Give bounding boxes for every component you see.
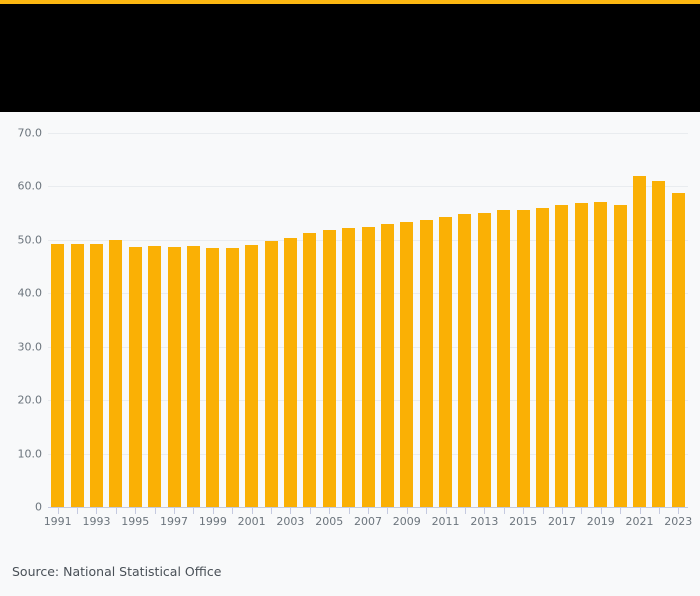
x-axis-tick [387,507,388,514]
x-axis-tick [96,507,97,514]
x-axis-tick-label: 2019 [586,515,615,528]
x-axis-tick-label: 2023 [664,515,693,528]
x-axis-tick [58,507,59,514]
x-axis-tick-label: 2001 [237,515,266,528]
bar[interactable] [186,245,200,507]
bar[interactable] [128,246,142,507]
source-note: Source: National Statistical Office [12,564,222,579]
x-axis-tick-label: 1995 [121,515,150,528]
x-axis-tick [620,507,621,514]
bar[interactable] [322,229,336,507]
bar[interactable] [167,247,181,507]
x-axis-tick-label: 2009 [392,515,421,528]
bar[interactable] [89,243,103,507]
x-axis-tick [640,507,641,514]
y-axis-tick-label: 40.0 [17,286,43,300]
plot-area [48,133,688,508]
x-axis-tick [562,507,563,514]
x-axis-tick-label: 2007 [354,515,382,528]
x-axis-tick-label: 1999 [198,515,227,528]
x-axis-tick [349,507,350,514]
x-axis-tick [252,507,253,514]
bar[interactable] [283,237,297,507]
x-axis-tick [174,507,175,514]
gridline [48,133,688,134]
x-axis-tick [659,507,660,514]
x-axis-tick [329,507,330,514]
x-axis-tick [504,507,505,514]
x-axis-tick-label: 2005 [315,515,344,528]
bar[interactable] [652,181,666,507]
x-axis-tick [543,507,544,514]
bar[interactable] [613,205,627,507]
y-axis-tick-label: 50.0 [17,233,43,247]
x-axis-tick [290,507,291,514]
bar[interactable] [264,240,278,507]
bar[interactable] [671,193,685,507]
x-axis-tick [116,507,117,514]
bar[interactable] [419,219,433,507]
y-axis-tick-label: 20.0 [17,393,43,407]
x-axis-tick-label: 2017 [547,515,576,528]
bar[interactable] [400,221,414,507]
y-axis-tick-label: 0 [35,500,42,514]
bar[interactable] [458,213,472,507]
header-accent-stripe [0,0,700,4]
y-axis-tick-label: 30.0 [17,340,43,354]
x-axis-tick [484,507,485,514]
y-axis-tick-label: 60.0 [17,179,43,193]
bar[interactable] [245,245,259,507]
x-axis-tick-label: 2013 [470,515,499,528]
y-axis-tick-label: 70.0 [17,126,43,140]
x-axis-tick-label: 1993 [82,515,111,528]
bar[interactable] [594,202,608,507]
bar[interactable] [380,224,394,507]
x-axis-tick [523,507,524,514]
x-axis-tick [213,507,214,514]
bar[interactable] [536,208,550,507]
x-axis-tick [155,507,156,514]
x-axis-tick-label: 1997 [160,515,189,528]
bar[interactable] [477,212,491,507]
bar[interactable] [555,204,569,507]
bar[interactable] [148,246,162,507]
bar[interactable] [439,216,453,507]
x-axis-tick [601,507,602,514]
x-axis-tick [310,507,311,514]
header-band [0,0,700,112]
x-axis-tick [581,507,582,514]
y-axis-tick-label: 10.0 [17,447,43,461]
x-axis-tick [446,507,447,514]
gridline [48,186,688,188]
x-axis-tick [135,507,136,514]
bar[interactable] [497,210,511,507]
x-axis-tick [465,507,466,514]
bar[interactable] [51,243,65,507]
bar[interactable] [516,209,530,507]
x-axis-tick [407,507,408,514]
bar[interactable] [633,175,646,507]
x-axis-tick [77,507,78,514]
bar[interactable] [70,244,84,507]
x-axis-tick-label: 2011 [431,515,460,528]
x-axis-tick [426,507,427,514]
bar[interactable] [109,239,123,507]
bar-chart [0,112,700,552]
x-axis-tick [271,507,272,514]
bar[interactable] [206,248,220,507]
x-axis-tick [368,507,369,514]
x-axis-tick [678,507,679,514]
bar[interactable] [342,227,356,507]
x-axis-tick [193,507,194,514]
x-axis-tick-label: 2003 [276,515,305,528]
x-axis-tick-label: 2015 [509,515,538,528]
bar[interactable] [303,233,317,507]
x-axis-tick-label: 2021 [625,515,654,528]
bar[interactable] [225,248,239,507]
bar[interactable] [574,203,588,507]
bar[interactable] [361,226,375,507]
y-axis: 70.0 60.0 50.0 40.0 30.0 20.0 10.0 0 [0,127,43,514]
x-axis-tick [232,507,233,514]
x-axis-tick-label: 1991 [43,515,72,528]
